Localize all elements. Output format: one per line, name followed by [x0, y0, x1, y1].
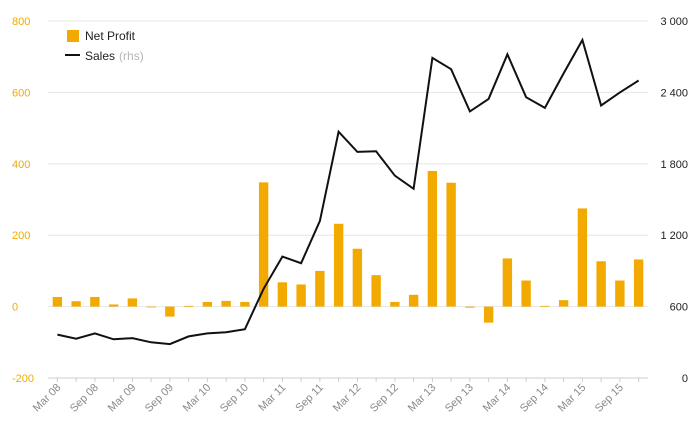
y-right-tick-label: 3 000	[660, 16, 688, 28]
net-profit-bar	[558, 300, 569, 307]
net-profit-bar	[465, 306, 475, 308]
net-profit-bar	[390, 301, 400, 307]
y-left-tick-label: 0	[12, 302, 18, 314]
net-profit-bar	[633, 259, 644, 307]
y-right-tick-label: 1 800	[660, 159, 688, 171]
x-tick-label: Sep 09	[143, 382, 176, 415]
net-profit-bar	[408, 294, 419, 307]
y-left-tick-label: -200	[12, 373, 34, 385]
y-right-tick-label: 0	[682, 373, 688, 385]
x-tick-label: Sep 12	[368, 382, 401, 415]
legend-sales-name: Sales	[85, 49, 115, 63]
net-profit-bar	[540, 305, 550, 307]
y-right-tick-label: 2 400	[660, 87, 688, 99]
net-profit-bar	[258, 182, 269, 307]
x-tick-label: Mar 11	[256, 382, 288, 414]
x-tick-label: Sep 10	[218, 382, 251, 415]
y-left-tick-label: 200	[12, 230, 30, 242]
gridlines	[48, 20, 648, 379]
x-tick-label: Mar 10	[181, 382, 214, 415]
legend: Net Profit Sales (rhs)	[65, 29, 144, 63]
x-tick-label: Mar 14	[481, 382, 514, 415]
y-left-tick-label: 400	[12, 159, 30, 171]
x-tick-label: Mar 15	[556, 382, 589, 415]
net-profit-bar	[108, 304, 119, 307]
net-profit-bar	[596, 261, 606, 307]
net-profit-bar	[146, 306, 156, 308]
x-tick-label: Mar 09	[106, 382, 139, 415]
net-profit-bar	[483, 306, 494, 323]
y-right-tick-label: 600	[670, 302, 688, 314]
net-profit-bar	[352, 248, 363, 307]
legend-label-net-profit: Net Profit	[85, 29, 136, 43]
sales-line-group	[57, 37, 640, 346]
net-profit-bar	[296, 284, 306, 307]
net-profit-bar	[52, 296, 63, 307]
x-tick-label: Sep 08	[68, 382, 101, 415]
x-tick-label: Mar 08	[31, 382, 64, 415]
y-left-tick-label: 800	[12, 16, 30, 28]
net-profit-bar	[577, 208, 588, 307]
net-profit-bars	[52, 170, 644, 323]
x-tick-label: Sep 13	[443, 382, 476, 415]
sales-line	[57, 37, 640, 346]
net-profit-bar	[502, 258, 513, 307]
y-left-tick-label: 600	[12, 87, 30, 99]
net-profit-bar	[165, 306, 175, 317]
net-profit-bar	[90, 296, 100, 307]
x-tick-label: Sep 14	[518, 382, 551, 415]
net-profit-bar	[371, 275, 381, 307]
net-profit-bar	[277, 282, 288, 307]
y-right-tick-label: 1 200	[660, 230, 688, 242]
net-profit-bar	[315, 270, 325, 307]
legend-sales-rhs: (rhs)	[119, 49, 144, 63]
net-profit-bar	[446, 182, 456, 307]
x-tick-label: Mar 12	[331, 382, 364, 415]
legend-label-sales: Sales (rhs)	[85, 49, 144, 63]
net-profit-bar	[427, 170, 438, 307]
net-profit-bar	[183, 305, 194, 307]
legend-swatch-net-profit	[67, 30, 79, 42]
net-profit-bar	[240, 301, 250, 307]
net-profit-bar	[127, 298, 138, 307]
x-tick-label: Mar 13	[406, 382, 439, 415]
x-tick-label: Sep 11	[293, 382, 326, 415]
net-profit-bar	[333, 223, 344, 307]
net-profit-bar	[521, 280, 531, 307]
net-profit-bar	[202, 301, 213, 307]
net-profit-bar	[71, 301, 81, 307]
net-profit-bar	[221, 300, 231, 307]
x-tick-label: Sep 15	[593, 382, 626, 415]
net-profit-bar	[615, 280, 625, 307]
